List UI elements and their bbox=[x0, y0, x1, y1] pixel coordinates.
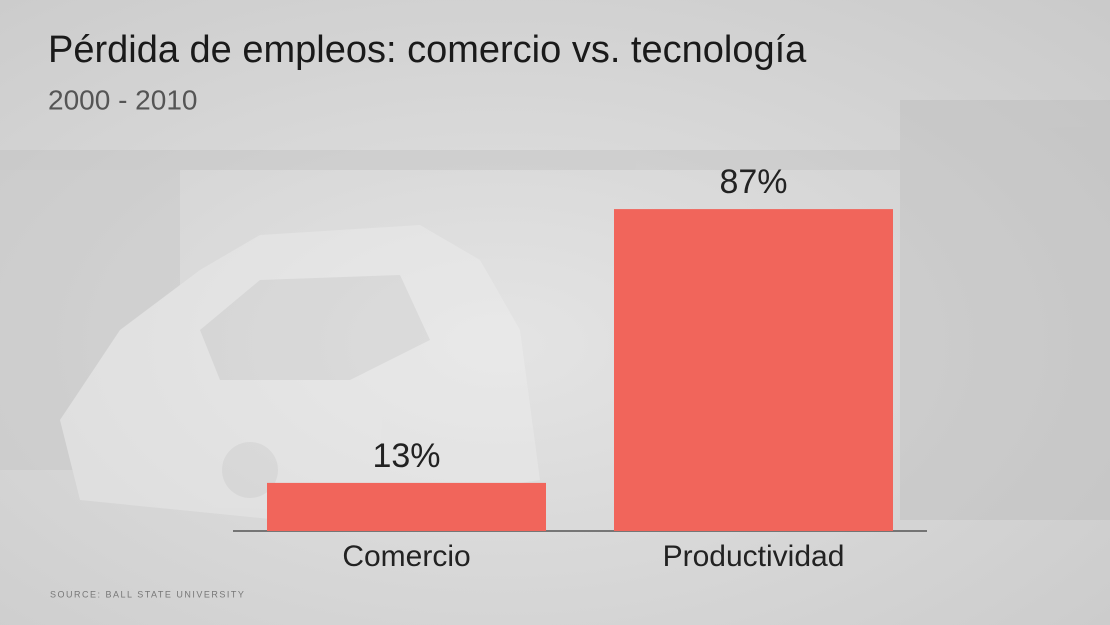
x-tick-label: Productividad bbox=[663, 540, 845, 573]
x-tick-label: Comercio bbox=[342, 540, 470, 573]
chart-title: Pérdida de empleos: comercio vs. tecnolo… bbox=[48, 29, 807, 71]
background-photo bbox=[0, 100, 1110, 520]
value-label: 87% bbox=[719, 163, 787, 201]
source-note: SOURCE: BALL STATE UNIVERSITY bbox=[50, 589, 245, 599]
chart-subtitle: 2000 - 2010 bbox=[48, 84, 197, 115]
bar bbox=[267, 482, 546, 531]
value-label: 13% bbox=[372, 437, 440, 475]
bar bbox=[614, 209, 893, 531]
